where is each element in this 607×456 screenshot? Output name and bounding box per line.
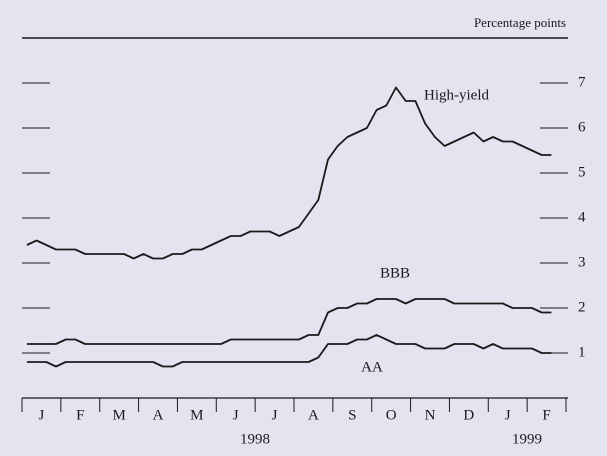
x-tick-label: J [233,407,239,423]
x-tick-label: A [153,407,164,423]
series-line [26,298,552,345]
x-tick-label: J [505,407,511,423]
x-tick-label: M [190,407,203,423]
x-tick-label: A [308,407,319,423]
x-tick-label: O [386,407,397,423]
x-tick-label: S [348,407,356,423]
series-label: High-yield [424,87,489,103]
y-tick-label: 5 [578,164,586,180]
year-label: 1999 [512,431,542,447]
y-tick-label: 1 [578,344,586,360]
y-tick-label: 4 [578,209,586,225]
x-tick-label: F [542,407,550,423]
x-tick-label: N [425,407,436,423]
series-label: BBB [380,265,410,281]
x-tick-label: J [39,407,45,423]
x-tick-label: M [112,407,125,423]
y-tick-label: 2 [578,299,586,315]
series-label: AA [361,359,383,375]
series-line [26,334,552,368]
y-tick-label: 7 [578,74,586,90]
x-tick-label: J [272,407,278,423]
x-tick-label: D [463,407,474,423]
chart-title: Percentage points [474,15,566,30]
year-label: 1998 [240,431,270,447]
x-tick-label: F [76,407,84,423]
series-line [26,86,552,260]
y-tick-label: 3 [578,254,586,270]
y-tick-label: 6 [578,119,586,135]
